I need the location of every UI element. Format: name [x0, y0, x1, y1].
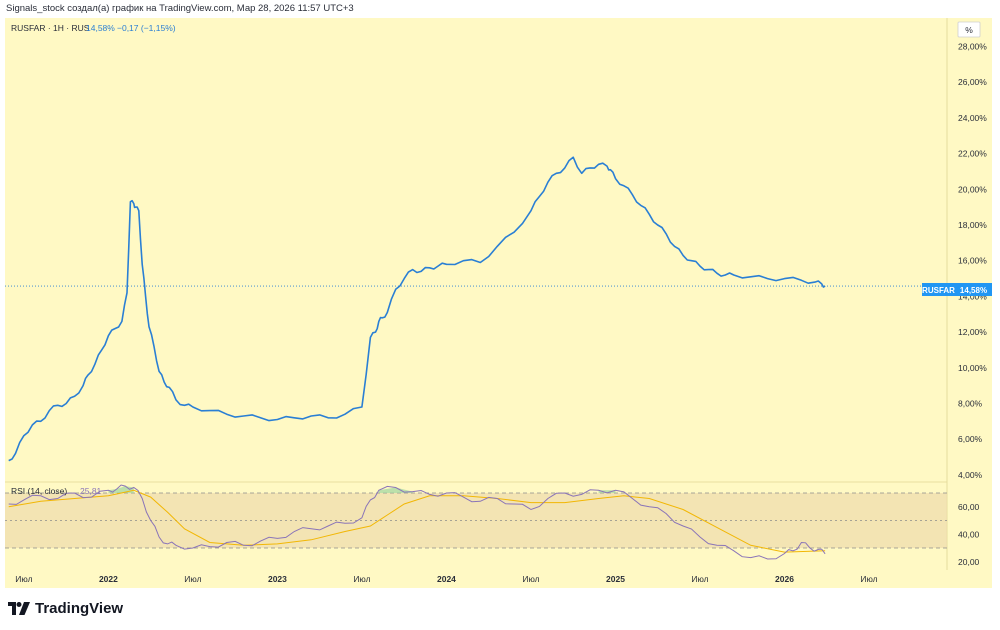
- time-axis-label: 2024: [437, 574, 456, 584]
- rsi-legend-value: 25,81: [80, 486, 102, 496]
- time-axis-label: 2022: [99, 574, 118, 584]
- tradingview-logo[interactable]: TradingView: [8, 600, 123, 617]
- rsi-overbought-fill: [598, 490, 616, 493]
- legend-value: 14,58%: [86, 23, 115, 33]
- price-axis-label: 14,00%: [958, 291, 987, 301]
- tradingview-logo-icon: [8, 602, 30, 615]
- price-axis-label: 4,00%: [958, 470, 983, 480]
- time-axis-label: 2023: [268, 574, 287, 584]
- price-line: [8, 156, 826, 462]
- price-axis-label: 10,00%: [958, 363, 987, 373]
- price-tag-value-bg: [955, 283, 992, 296]
- time-axis-label: 2025: [606, 574, 625, 584]
- rsi-ma-line: [8, 489, 826, 553]
- price-axis-label: 12,00%: [958, 327, 987, 337]
- time-axis-label: Июл: [353, 574, 370, 584]
- rsi-axis-label: 60,00: [958, 502, 980, 512]
- price-axis-label: 18,00%: [958, 220, 987, 230]
- price-tag-symbol-bg: [922, 283, 955, 296]
- price-axis-label: 22,00%: [958, 149, 987, 159]
- price-axis-label: 8,00%: [958, 398, 983, 408]
- time-axis-label: Июл: [522, 574, 539, 584]
- legend-symbol[interactable]: RUSFAR · 1H · RUS: [11, 23, 90, 33]
- rsi-axis-label: 40,00: [958, 529, 980, 539]
- rsi-legend-label[interactable]: RSI (14, close): [11, 486, 67, 496]
- price-tag-value: 14,58%: [960, 286, 987, 295]
- chart-caption: Signals_stock создал(а) график на Tradin…: [6, 3, 354, 14]
- rsi-axis-label: 20,00: [958, 557, 980, 567]
- scale-unit[interactable]: %: [965, 25, 973, 35]
- tradingview-logo-text: TradingView: [35, 600, 124, 617]
- time-axis-label: Июл: [15, 574, 32, 584]
- time-axis-label: 2026: [775, 574, 794, 584]
- time-axis-label: Июл: [860, 574, 877, 584]
- price-axis-label: 20,00%: [958, 184, 987, 194]
- price-axis-label: 28,00%: [958, 42, 987, 52]
- legend-change: −0,17 (−1,15%): [117, 23, 176, 33]
- scale-unit-box[interactable]: [957, 21, 981, 38]
- price-axis-label: 26,00%: [958, 77, 987, 87]
- price-tag-symbol: RUSFAR: [922, 286, 955, 295]
- price-axis-label: 16,00%: [958, 256, 987, 266]
- time-axis-label: Июл: [184, 574, 201, 584]
- price-axis-label: 24,00%: [958, 113, 987, 123]
- rsi-line: [8, 484, 826, 560]
- chart-pane[interactable]: [5, 18, 947, 570]
- time-axis[interactable]: [5, 570, 992, 588]
- time-axis-label: Июл: [691, 574, 708, 584]
- price-axis-label: 6,00%: [958, 434, 983, 444]
